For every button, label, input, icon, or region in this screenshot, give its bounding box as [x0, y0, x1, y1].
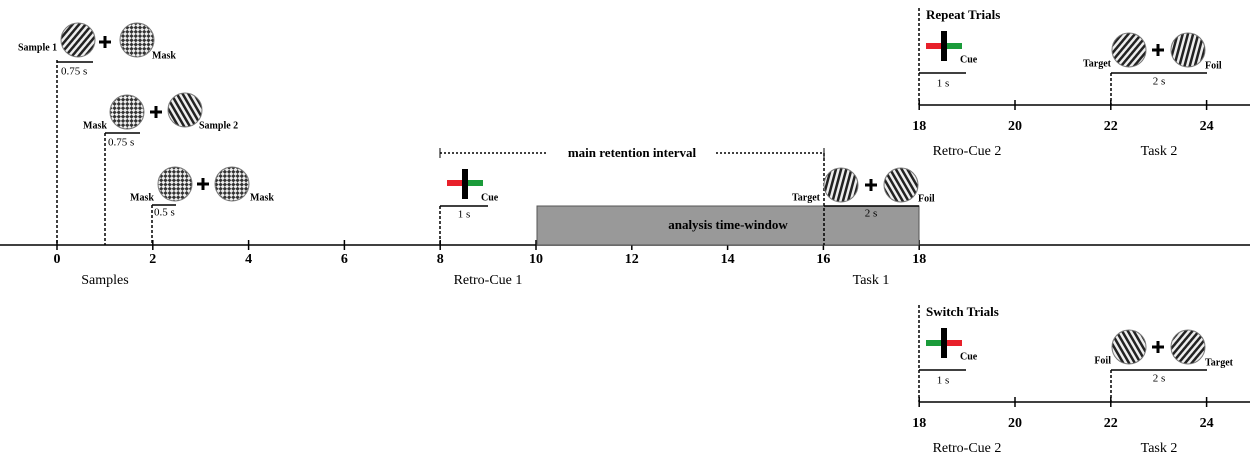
duration: 0.75 s: [108, 137, 134, 149]
plus: [865, 179, 877, 191]
duration: 0.5 s: [154, 207, 175, 219]
tick-label: 20: [1008, 416, 1022, 431]
mask: [119, 22, 155, 58]
grating: [1170, 32, 1206, 68]
cue-left: [926, 43, 944, 49]
label: Mask: [250, 192, 274, 203]
mask: [214, 166, 250, 202]
cue-left: [926, 340, 944, 346]
main-ticks: 0 2 4 6 8 10 12 14 16 18 Samples Retro-Cue 1 Task 1: [54, 240, 926, 288]
label: Sample 2: [199, 120, 238, 131]
duration: 1 s: [937, 78, 950, 90]
tick-label: 0: [54, 252, 61, 267]
phase-label: Samples: [81, 273, 128, 288]
panel-title: Switch Trials: [926, 304, 999, 319]
grating: [883, 167, 919, 203]
duration: 0.75 s: [61, 66, 87, 78]
tick-label: 18: [912, 119, 926, 134]
label: Cue: [481, 192, 499, 203]
cue-stem: [941, 31, 947, 61]
retention-bracket: [439, 148, 825, 158]
tick-label: 18: [912, 252, 926, 267]
retention-label: main retention interval: [568, 145, 697, 160]
tick-label: 20: [1008, 119, 1022, 134]
label: Foil: [1094, 355, 1111, 366]
tick-label: 14: [721, 252, 735, 267]
grating: [1111, 329, 1147, 365]
trial-panel: Repeat Trials 18 20 22 24 Retro-Cue 2 Task 2 Cu…: [912, 7, 1250, 159]
cue-right: [944, 43, 962, 49]
panels: Repeat Trials 18 20 22 24 Retro-Cue 2 Task 2 Cu…: [912, 7, 1250, 456]
tick-label: 10: [529, 252, 543, 267]
label: Mask: [83, 120, 107, 131]
tick-label: 18: [912, 416, 926, 431]
tick-label: 12: [625, 252, 639, 267]
duration: 1 s: [458, 209, 471, 221]
phase-label: Retro-Cue 1: [454, 273, 523, 288]
phase-label: Task 2: [1141, 441, 1178, 456]
grating: [167, 92, 203, 128]
duration: 1 s: [937, 375, 950, 387]
analysis-window: [536, 205, 920, 246]
tick-label: 4: [245, 252, 252, 267]
duration: 2 s: [1153, 373, 1166, 385]
tick-label: 2: [149, 252, 156, 267]
trial-panel: Switch Trials 18 20 22 24 Retro-Cue 2 Task 2 Cu…: [912, 304, 1250, 456]
label: Foil: [918, 193, 935, 204]
tick-label: 22: [1104, 119, 1118, 134]
plus: [150, 106, 162, 118]
cue-right: [944, 340, 962, 346]
label: Sample 1: [18, 42, 57, 53]
panel-title: Repeat Trials: [926, 7, 1000, 22]
label: Cue: [960, 351, 978, 362]
tick-label: 16: [816, 252, 830, 267]
tick-label: 24: [1200, 416, 1214, 431]
analysis-label: analysis time-window: [668, 217, 788, 232]
label: Target: [1083, 58, 1112, 69]
duration: 2 s: [1153, 76, 1166, 88]
phase-label: Task 1: [853, 273, 890, 288]
plus: [197, 178, 209, 190]
phase-label: Retro-Cue 2: [933, 441, 1002, 456]
tick-label: 8: [437, 252, 444, 267]
cue-cross: [447, 169, 483, 199]
label: Mask: [152, 50, 176, 61]
label: Cue: [960, 54, 978, 65]
label: Foil: [1205, 60, 1222, 71]
grating: [60, 22, 96, 58]
label: Target: [1205, 357, 1234, 368]
grating: [1170, 329, 1206, 365]
tick-label: 24: [1200, 119, 1214, 134]
tick-label: 6: [341, 252, 348, 267]
tick-label: 22: [1104, 416, 1118, 431]
grating: [823, 167, 859, 203]
plus: [99, 36, 111, 48]
mask: [109, 94, 145, 130]
label: Mask: [130, 192, 154, 203]
cue-stem: [941, 328, 947, 358]
grating: [1111, 32, 1147, 68]
label: Target: [792, 192, 821, 203]
duration: 2 s: [865, 208, 878, 220]
mask: [157, 166, 193, 202]
phase-label: Retro-Cue 2: [933, 144, 1002, 159]
phase-label: Task 2: [1141, 144, 1178, 159]
